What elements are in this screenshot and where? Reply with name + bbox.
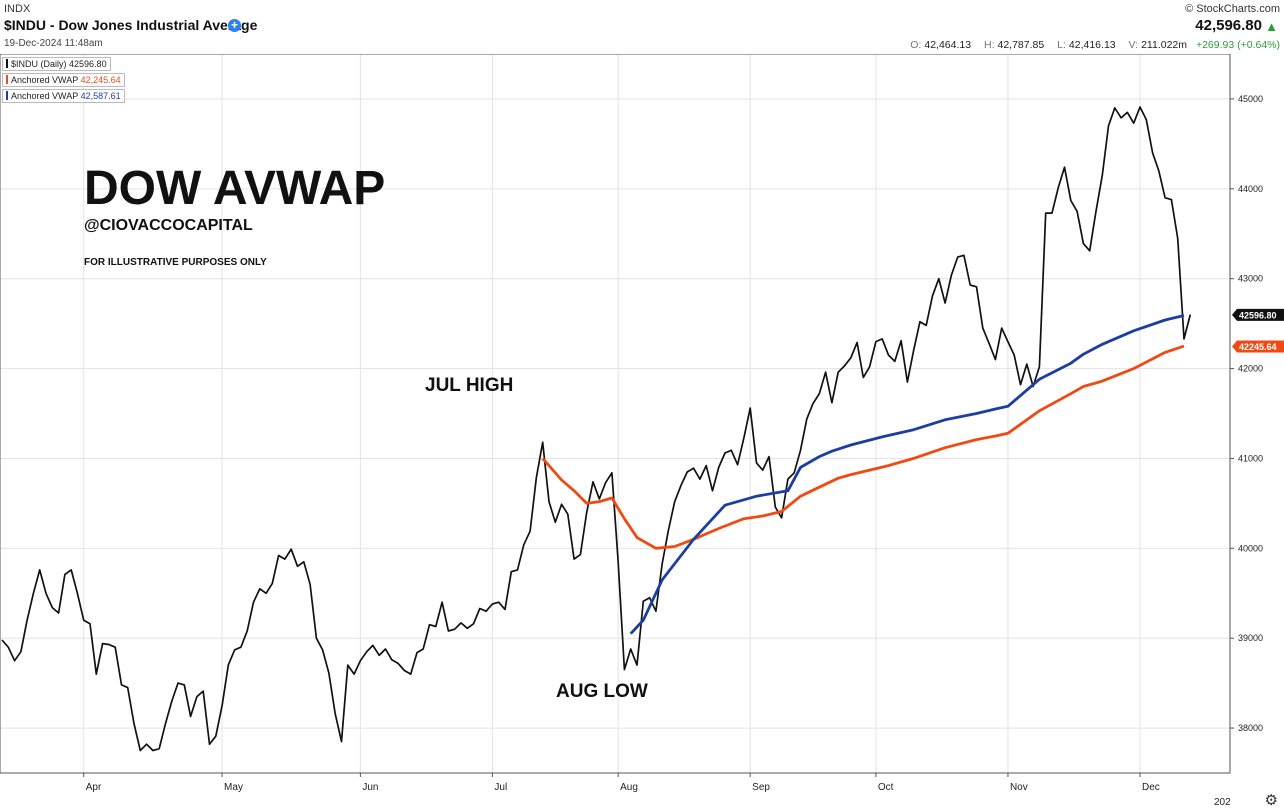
x-tick-label: Dec [1142, 782, 1160, 793]
y-tick-label: 45000 [1238, 94, 1263, 104]
volume-key: V: [1128, 39, 1139, 51]
x-tick-label: Nov [1010, 782, 1028, 793]
avwap-line [541, 344, 1185, 550]
annotation-title: DOW AVWAP [84, 162, 385, 215]
brand-label[interactable]: © StockCharts.com [1185, 3, 1280, 15]
chart-header: INDX $INDU - Dow Jones Industrial Averag… [0, 0, 1284, 54]
y-tick-label: 43000 [1238, 274, 1263, 284]
avwap-line [629, 314, 1185, 635]
chart-date: 19-Dec-2024 11:48am [4, 38, 103, 49]
x-tick-label: Jun [362, 782, 378, 793]
x-tick-label: Oct [878, 782, 894, 793]
x-tick-label: Jul [494, 782, 507, 793]
x-tick-label: Aug [620, 782, 638, 793]
last-price: 42,596.80 [1195, 17, 1262, 34]
legend-label: Anchored VWAP [11, 91, 79, 101]
exchange-symbol: INDX [4, 3, 31, 15]
add-icon[interactable]: + [228, 19, 241, 32]
up-arrow-icon: ▲ [1265, 19, 1278, 34]
annotation-aug-low: AUG LOW [556, 681, 648, 702]
series-group [1, 106, 1192, 752]
volume-value: 211.022m [1141, 39, 1188, 51]
low-key: L: [1057, 39, 1066, 51]
y-axis: 38000 39000 40000 41000 42000 43000 44000 45000 [1230, 94, 1263, 733]
price-chart[interactable]: 38000 39000 40000 41000 42000 43000 44000 45000… [0, 54, 1284, 811]
high-key: H: [984, 39, 995, 51]
legend-value: 42596.80 [69, 59, 107, 69]
open-key: O: [910, 39, 922, 51]
ohlc-readout: O: 42,464.13 H: 42,787.85 L: 42,416.13 V: 21… [900, 39, 1280, 51]
annotation-disclaimer: FOR ILLUSTRATIVE PURPOSES ONLY [84, 257, 267, 268]
settings-gear-icon[interactable]: ⚙ [1264, 792, 1278, 809]
open-value: 42,464.13 [924, 39, 972, 51]
chart-title: $INDU - Dow Jones Industrial Average [4, 17, 258, 33]
y-tick-label: 38000 [1238, 723, 1263, 733]
chart-background [0, 54, 1284, 811]
y-tick-label: 39000 [1238, 633, 1263, 643]
legend-label: Anchored VWAP [11, 75, 79, 85]
y-tick-label: 41000 [1238, 453, 1263, 463]
last-value-tag-label: 42245.64 [1239, 342, 1277, 352]
x-axis: Apr May Jun Jul Aug Sep Oct Nov Dec 202 [83, 773, 1231, 808]
legend-label: $INDU (Daily) [11, 59, 67, 69]
gridlines [0, 54, 1230, 773]
high-value: 42,787.85 [997, 39, 1045, 51]
plot-frame [0, 54, 1231, 774]
price-line [1, 106, 1192, 752]
x-tick-label: Sep [752, 782, 770, 793]
legend-swatch [6, 75, 8, 84]
legend-entry-avwap-aug[interactable]: Anchored VWAP 42,587.61 [2, 89, 125, 103]
x-tick-label: Apr [86, 782, 102, 793]
y-tick-label: 42000 [1238, 364, 1263, 374]
annotation-handle: @CIOVACCOCAPITAL [84, 217, 253, 234]
legend-value: 42,245.64 [80, 75, 121, 85]
x-tick-label: May [224, 782, 243, 793]
annotation-jul-high: JUL HIGH [425, 375, 513, 396]
legend-entry-avwap-jul[interactable]: Anchored VWAP 42,245.64 [2, 73, 125, 87]
last-value-tag: 42245.64 [1232, 340, 1284, 353]
low-value: 42,416.13 [1068, 39, 1116, 51]
legend-swatch [6, 59, 8, 68]
last-value-tags: 42596.80 42245.64 [1232, 308, 1284, 353]
y-tick-label: 44000 [1238, 184, 1263, 194]
last-value-tag: 42596.80 [1232, 308, 1284, 321]
last-value-tag-box [1232, 308, 1284, 321]
legend-value: 42,587.61 [80, 91, 121, 101]
y-tick-label: 40000 [1238, 543, 1263, 553]
last-value-tag-box [1232, 340, 1284, 353]
legend-entry-price[interactable]: $INDU (Daily) 42596.80 [2, 57, 111, 71]
legend-swatch [6, 91, 8, 100]
change-value: +269.93 (+0.64%) [1195, 39, 1280, 51]
chart-legend: $INDU (Daily) 42596.80 Anchored VWAP 42,… [2, 57, 125, 105]
last-value-tag-label: 42596.80 [1239, 310, 1277, 320]
x-edge-label: 202 [1214, 797, 1231, 808]
